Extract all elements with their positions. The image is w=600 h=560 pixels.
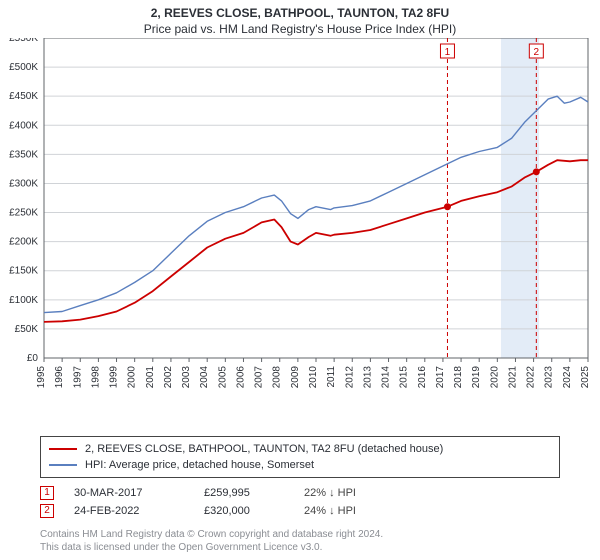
event-date: 24-FEB-2022 (74, 502, 184, 520)
svg-text:£450K: £450K (9, 91, 38, 102)
legend-label: 2, REEVES CLOSE, BATHPOOL, TAUNTON, TA2 … (85, 441, 443, 457)
svg-text:2002: 2002 (163, 366, 174, 389)
event-date: 30-MAR-2017 (74, 484, 184, 502)
legend-item: HPI: Average price, detached house, Some… (49, 457, 551, 473)
event-delta: 22% ↓ HPI (304, 484, 404, 502)
event-price: £320,000 (204, 502, 284, 520)
svg-text:£300K: £300K (9, 178, 38, 189)
svg-text:2008: 2008 (272, 366, 283, 389)
svg-text:£350K: £350K (9, 149, 38, 160)
footer-attribution: Contains HM Land Registry data © Crown c… (40, 528, 560, 554)
footer-line: Contains HM Land Registry data © Crown c… (40, 528, 560, 541)
svg-text:2: 2 (534, 47, 540, 58)
svg-text:1: 1 (445, 47, 451, 58)
svg-text:2024: 2024 (562, 366, 573, 389)
svg-text:2001: 2001 (145, 366, 156, 389)
svg-text:£400K: £400K (9, 120, 38, 131)
legend-swatch (49, 448, 77, 450)
event-marker: 2 (40, 504, 54, 518)
svg-text:£250K: £250K (9, 208, 38, 219)
svg-text:2011: 2011 (326, 366, 337, 388)
legend-swatch (49, 464, 77, 466)
svg-text:1995: 1995 (36, 366, 47, 389)
events-table: 1 30-MAR-2017 £259,995 22% ↓ HPI 2 24-FE… (40, 484, 560, 520)
event-row: 2 24-FEB-2022 £320,000 24% ↓ HPI (40, 502, 560, 520)
svg-text:2019: 2019 (471, 366, 482, 389)
svg-text:2009: 2009 (290, 366, 301, 389)
svg-text:2015: 2015 (399, 366, 410, 389)
legend-item: 2, REEVES CLOSE, BATHPOOL, TAUNTON, TA2 … (49, 441, 551, 457)
title-block: 2, REEVES CLOSE, BATHPOOL, TAUNTON, TA2 … (0, 0, 600, 38)
svg-text:1999: 1999 (109, 366, 120, 389)
svg-text:2000: 2000 (127, 366, 138, 389)
svg-text:£50K: £50K (15, 324, 39, 335)
svg-text:£0: £0 (27, 353, 39, 364)
svg-text:2022: 2022 (526, 366, 537, 389)
legend-label: HPI: Average price, detached house, Some… (85, 457, 314, 473)
event-price: £259,995 (204, 484, 284, 502)
svg-text:2004: 2004 (199, 366, 210, 389)
svg-text:2005: 2005 (217, 366, 228, 389)
chart-container: 2, REEVES CLOSE, BATHPOOL, TAUNTON, TA2 … (0, 0, 600, 560)
svg-text:£100K: £100K (9, 295, 38, 306)
svg-text:£150K: £150K (9, 266, 38, 277)
svg-text:1996: 1996 (54, 366, 65, 389)
svg-text:1998: 1998 (90, 366, 101, 389)
svg-text:1997: 1997 (72, 366, 83, 389)
svg-text:£200K: £200K (9, 237, 38, 248)
event-delta: 24% ↓ HPI (304, 502, 404, 520)
svg-text:2016: 2016 (417, 366, 428, 389)
svg-text:2014: 2014 (381, 366, 392, 389)
line-chart: £0 £50K £100K £150K £200K £250K £300K £350K £400… (0, 38, 600, 406)
svg-text:£500K: £500K (9, 62, 38, 73)
svg-text:2012: 2012 (344, 366, 355, 389)
event-marker: 1 (40, 486, 54, 500)
title-line-2: Price paid vs. HM Land Registry's House … (8, 22, 592, 36)
footer-line: This data is licensed under the Open Gov… (40, 541, 560, 554)
svg-text:2007: 2007 (254, 366, 265, 389)
svg-text:2023: 2023 (544, 366, 555, 389)
svg-text:2017: 2017 (435, 366, 446, 389)
svg-text:2025: 2025 (580, 366, 591, 389)
svg-text:2020: 2020 (489, 366, 500, 389)
legend: 2, REEVES CLOSE, BATHPOOL, TAUNTON, TA2 … (40, 436, 560, 478)
svg-text:2018: 2018 (453, 366, 464, 389)
chart-area: £0 £50K £100K £150K £200K £250K £300K £350K £400… (0, 38, 600, 432)
svg-text:2021: 2021 (507, 366, 518, 389)
svg-text:2003: 2003 (181, 366, 192, 389)
svg-text:2006: 2006 (235, 366, 246, 389)
svg-text:£550K: £550K (9, 38, 38, 44)
svg-text:2013: 2013 (362, 366, 373, 389)
event-row: 1 30-MAR-2017 £259,995 22% ↓ HPI (40, 484, 560, 502)
title-line-1: 2, REEVES CLOSE, BATHPOOL, TAUNTON, TA2 … (8, 6, 592, 20)
svg-text:2010: 2010 (308, 366, 319, 389)
